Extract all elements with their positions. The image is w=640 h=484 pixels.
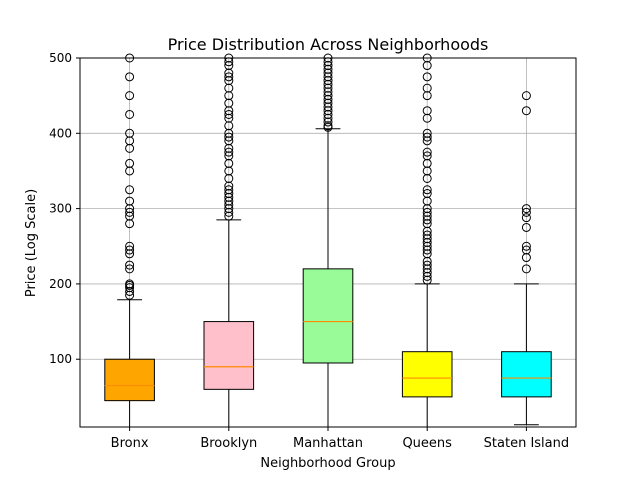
outlier-point <box>224 185 234 195</box>
outlier-point <box>224 147 234 157</box>
outlier-point <box>521 222 531 232</box>
x-tick-label: Brooklyn <box>200 436 257 451</box>
axis-ticks: 100 200 300 400 500 Bronx Brooklyn Manhattan Que… <box>49 51 569 451</box>
y-tick-label: 200 <box>49 277 72 291</box>
outlier-point <box>125 196 135 206</box>
outlier-point <box>125 279 135 289</box>
outlier-point <box>521 207 531 217</box>
y-tick-label: 500 <box>49 51 72 65</box>
box-group-queens <box>401 53 453 428</box>
outlier-point <box>422 132 432 142</box>
outlier-point <box>422 106 432 116</box>
iqr-box <box>203 321 255 390</box>
outlier-point <box>224 109 234 119</box>
outlier-point <box>422 185 432 195</box>
boxes <box>104 53 552 428</box>
outlier-point <box>521 91 531 101</box>
outlier-point <box>125 72 135 82</box>
outlier-point <box>125 264 135 274</box>
x-tick-label: Staten Island <box>484 436 569 451</box>
x-tick-label: Bronx <box>111 436 149 451</box>
y-tick-label: 100 <box>49 352 72 366</box>
outlier-point <box>521 106 531 116</box>
y-tick-label: 300 <box>49 202 72 216</box>
outlier-point <box>224 132 234 142</box>
outlier-point <box>125 245 135 255</box>
outlier-point <box>125 283 135 293</box>
iqr-box <box>302 268 354 364</box>
outlier-point <box>125 260 135 270</box>
outlier-point <box>422 260 432 270</box>
outlier-point <box>125 91 135 101</box>
outlier-point <box>422 151 432 161</box>
iqr-box <box>401 351 453 398</box>
iqr-box <box>501 351 552 398</box>
outlier-point <box>422 83 432 93</box>
outlier-point <box>422 128 432 138</box>
y-axis-label: Price (Log Scale) <box>24 189 39 297</box>
outlier-point <box>125 185 135 195</box>
outlier-point <box>125 109 135 119</box>
outlier-point <box>422 189 432 199</box>
y-tick-label: 400 <box>49 126 72 140</box>
iqr-box <box>104 358 155 402</box>
x-axis-label: Neighborhood Group <box>260 456 395 471</box>
x-tick-label: Manhattan <box>293 436 363 451</box>
outlier-point <box>521 264 531 274</box>
outlier-point <box>422 207 432 217</box>
outlier-point <box>224 72 234 82</box>
outlier-point <box>521 241 531 251</box>
outlier-point <box>521 204 531 214</box>
outlier-point <box>125 207 135 217</box>
x-tick-label: Queens <box>402 436 452 451</box>
outlier-point <box>422 147 432 157</box>
outlier-point <box>125 128 135 138</box>
outlier-point <box>125 158 135 168</box>
outlier-point <box>521 245 531 255</box>
outlier-point <box>422 72 432 82</box>
outlier-point <box>125 241 135 251</box>
outlier-point <box>521 213 531 223</box>
box-group-brooklyn <box>203 53 255 428</box>
box-group-manhattan <box>302 53 354 428</box>
outlier-point <box>422 230 432 240</box>
chart-title: Price Distribution Across Neighborhoods <box>168 35 489 54</box>
box-group-staten-island <box>501 91 552 426</box>
